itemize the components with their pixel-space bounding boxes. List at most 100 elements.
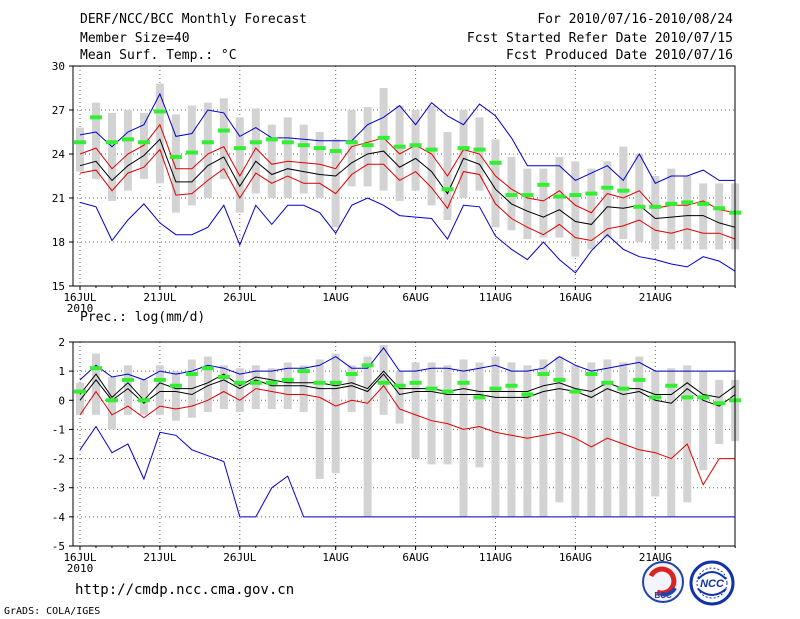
prec-spread-box bbox=[475, 362, 484, 468]
prec-obs-mark bbox=[473, 395, 486, 400]
temp-obs-mark bbox=[521, 193, 534, 198]
prec-ytick-label: 0 bbox=[58, 394, 65, 407]
temp-obs-mark bbox=[121, 137, 134, 142]
prec-obs-mark bbox=[681, 395, 694, 400]
temp-spread-box bbox=[651, 176, 660, 250]
prec-spread-box bbox=[171, 371, 180, 421]
temp-obs-mark bbox=[201, 140, 214, 145]
temp-obs-mark bbox=[553, 194, 566, 199]
prec-xtick-label: 21JUL bbox=[143, 551, 176, 564]
temp-spread-box bbox=[171, 114, 180, 213]
temp-ytick-label: 27 bbox=[52, 104, 65, 117]
temp-obs-mark bbox=[345, 140, 358, 145]
temp-spread-box bbox=[427, 105, 436, 206]
prec-spread-box bbox=[571, 365, 580, 517]
temp-spread-box bbox=[299, 124, 308, 194]
temp-spread-box bbox=[491, 139, 500, 228]
prec-spread-box bbox=[347, 365, 356, 412]
prec-ytick-label: -1 bbox=[52, 423, 65, 436]
prec-mean-line bbox=[79, 373, 736, 407]
temp-max-line bbox=[79, 92, 736, 184]
chart-title: DERF/NCC/BCC Monthly Forecast bbox=[80, 12, 307, 27]
temp-spread-box bbox=[699, 183, 708, 250]
prec-spread-box bbox=[395, 371, 404, 424]
prec-obs-mark bbox=[553, 377, 566, 382]
temp-spread-box bbox=[683, 176, 692, 250]
temp-obs-mark bbox=[713, 206, 726, 211]
temp-obs-mark bbox=[329, 149, 342, 154]
prec-spread-box bbox=[251, 365, 260, 410]
prec-ytick-label: -2 bbox=[52, 453, 65, 466]
prec-obs-mark bbox=[89, 366, 102, 371]
prec-obs-mark bbox=[697, 395, 710, 400]
temp-obs-mark bbox=[249, 140, 262, 145]
temp-obs-mark bbox=[105, 140, 118, 145]
prec-obs-mark bbox=[457, 380, 470, 385]
temp-obs-mark bbox=[153, 109, 166, 114]
prec-xtick-label: 16JUL bbox=[63, 551, 96, 564]
temp-obs-mark bbox=[313, 146, 326, 151]
temp-obs-mark bbox=[585, 191, 598, 196]
temp-ytick-label: 24 bbox=[52, 148, 66, 161]
prec-spread-box bbox=[443, 365, 452, 465]
prec-lower-line bbox=[79, 384, 736, 486]
prec-spread-box bbox=[507, 362, 516, 517]
prec-obs-mark bbox=[249, 380, 262, 385]
prec-spread-box bbox=[139, 379, 148, 415]
temp-spread-box bbox=[219, 98, 228, 179]
prec-obs-mark bbox=[313, 380, 326, 385]
prec-obs-mark bbox=[281, 377, 294, 382]
prec-obs-mark bbox=[345, 372, 358, 377]
temperature-panel-label: Mean Surf. Temp.: °C bbox=[80, 48, 237, 63]
temp-obs-mark bbox=[681, 200, 694, 205]
prec-spread-box bbox=[299, 365, 308, 412]
temp-xtick-label: 26JUL bbox=[223, 291, 256, 304]
temp-xtick-label: 16JUL bbox=[63, 291, 96, 304]
prec-spread-box bbox=[76, 382, 84, 415]
prec-obs-mark bbox=[489, 386, 502, 391]
prec-spread-box bbox=[491, 356, 500, 517]
temp-spread-box bbox=[603, 161, 612, 238]
prec-obs-mark bbox=[617, 386, 630, 391]
temp-xtick-year: 2010 bbox=[67, 302, 94, 315]
prec-spread-box bbox=[459, 359, 468, 517]
temp-obs-mark bbox=[409, 143, 422, 148]
prec-spread-box bbox=[699, 371, 708, 471]
temp-spread-box bbox=[76, 127, 84, 172]
temp-xtick-label: 21AUG bbox=[639, 291, 672, 304]
ncc-logo: NCC bbox=[689, 560, 735, 606]
temp-spread-box bbox=[139, 112, 148, 179]
temp-obs-mark bbox=[601, 185, 614, 190]
temp-spread-box bbox=[459, 110, 468, 198]
prec-xtick-label: 1AUG bbox=[322, 551, 349, 564]
temp-mean-line bbox=[79, 138, 736, 228]
temp-obs-mark bbox=[569, 193, 582, 198]
temp-ytick-label: 18 bbox=[52, 236, 65, 249]
prec-spread-box bbox=[235, 368, 244, 412]
source-url[interactable]: http://cmdp.ncc.cma.gov.cn bbox=[75, 582, 295, 598]
temp-spread-box bbox=[523, 168, 532, 240]
temp-lower-line bbox=[79, 148, 736, 242]
prec-max-line bbox=[79, 346, 736, 381]
prec-spread-box bbox=[587, 362, 596, 517]
temp-obs-mark bbox=[297, 143, 310, 148]
prec-spread-box bbox=[379, 344, 388, 415]
temp-xtick-label: 16AUG bbox=[559, 291, 592, 304]
prec-spread-box bbox=[651, 371, 660, 497]
prec-obs-mark bbox=[569, 389, 582, 394]
prec-obs-mark bbox=[153, 377, 166, 382]
prec-obs-mark bbox=[169, 383, 182, 388]
prec-obs-mark bbox=[713, 401, 726, 406]
temp-spread-box bbox=[187, 105, 196, 206]
temp-obs-mark bbox=[74, 140, 86, 145]
prec-spread-box bbox=[107, 376, 116, 430]
temp-obs-mark bbox=[617, 188, 630, 193]
prec-obs-mark bbox=[409, 380, 422, 385]
prec-ytick-label: -5 bbox=[52, 540, 65, 553]
prec-spread-box bbox=[155, 365, 164, 415]
temp-spread-box bbox=[315, 132, 324, 198]
temp-upper-line bbox=[79, 123, 736, 214]
member-size-label: Member Size=40 bbox=[80, 31, 190, 46]
temp-obs-mark bbox=[233, 146, 246, 151]
prec-spread-box bbox=[427, 362, 436, 465]
